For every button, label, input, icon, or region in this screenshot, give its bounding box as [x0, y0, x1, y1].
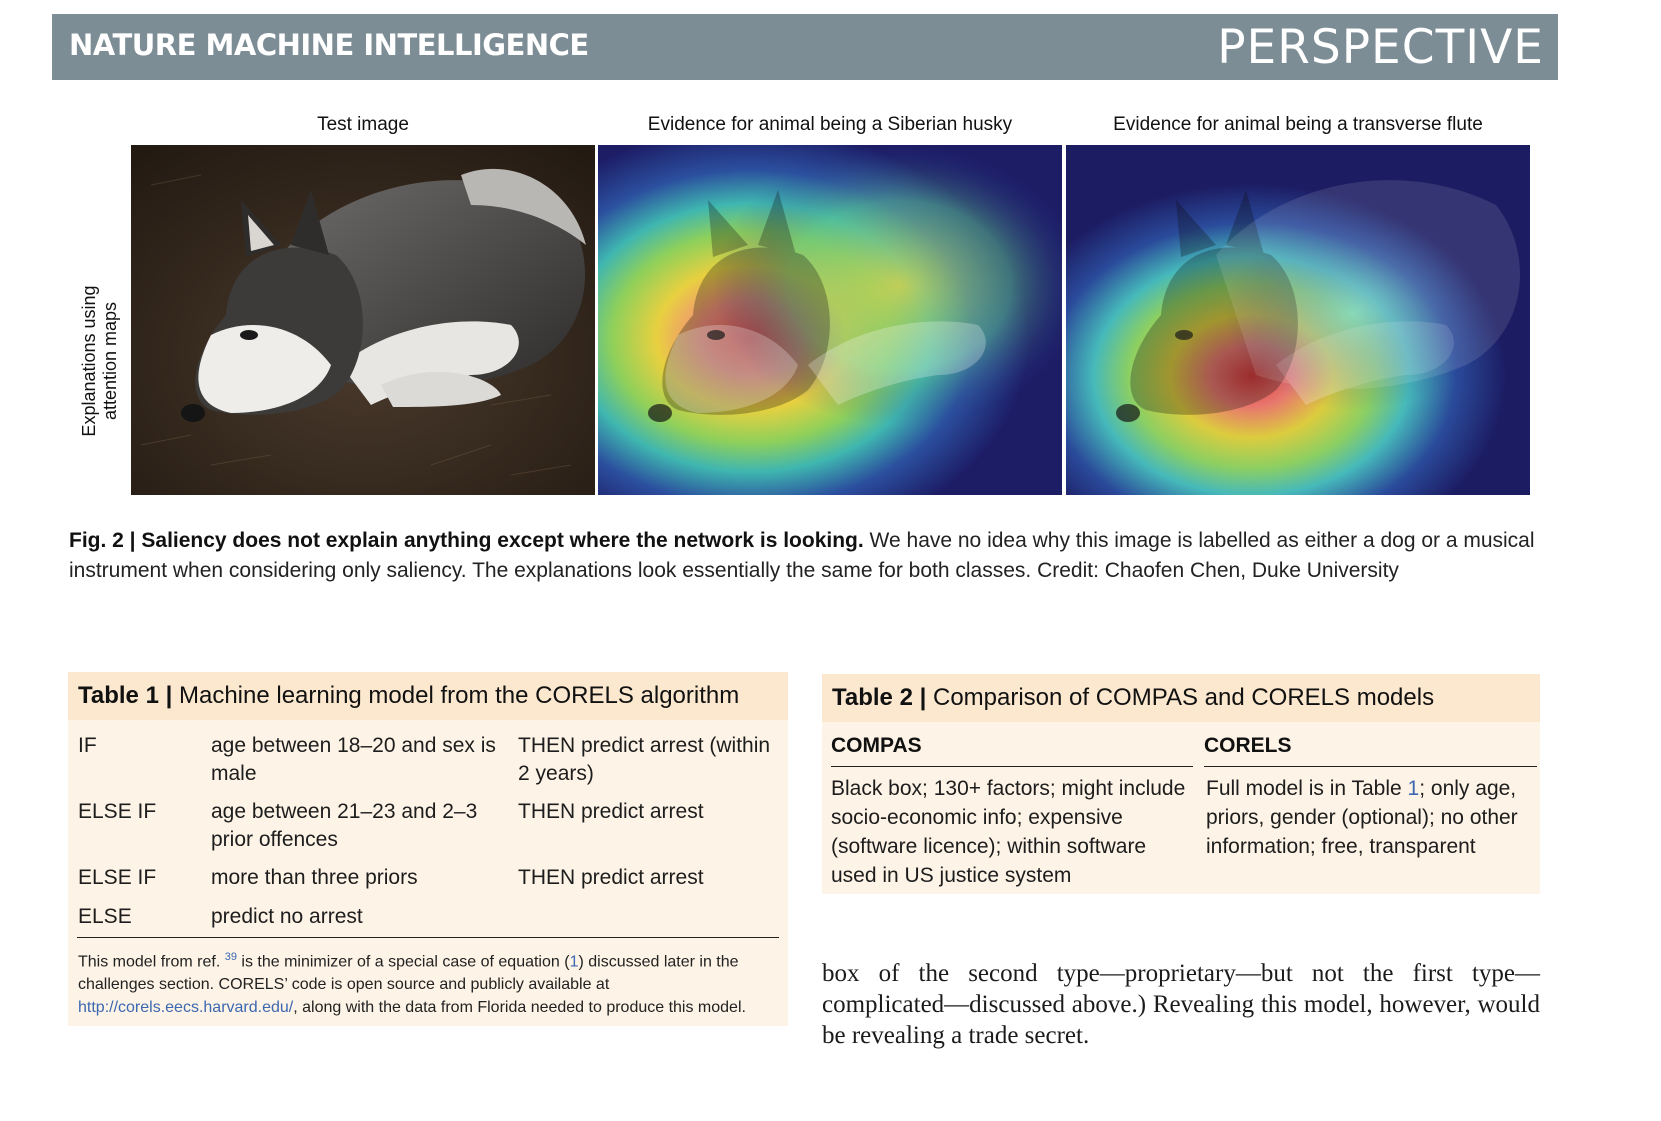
table-1-row-3-rule: more than three priors: [211, 866, 418, 889]
table-1-row-3-outcome: THEN predict arrest: [518, 866, 704, 889]
table-1-divider: [77, 937, 779, 938]
equation-link[interactable]: 1: [569, 953, 579, 971]
table-1: Table 1 | Machine learning model from th…: [68, 672, 788, 1026]
table-1-row-2-outcome: THEN predict arrest: [518, 800, 704, 823]
figure-row-label: Explanations using attention maps: [79, 285, 120, 437]
table-2-title: Table 2 | Comparison of COMPAS and COREL…: [822, 674, 1540, 722]
journal-banner: NATURE MACHINE INTELLIGENCE PERSPECTIVE: [52, 14, 1558, 80]
table-1-row-1-condition: IF: [78, 734, 97, 757]
test-image: [131, 145, 595, 495]
table-1-row-4-rule: predict no arrest: [211, 905, 363, 928]
table-1-title: Table 1 | Machine learning model from th…: [68, 672, 788, 720]
table-1-link[interactable]: 1: [1407, 777, 1420, 800]
table-2: Table 2 | Comparison of COMPAS and COREL…: [822, 674, 1540, 894]
table-2-compas-description: Black box; 130+ factors; might include s…: [831, 777, 1186, 887]
table-1-row-1-outcome: THEN predict arrest (within 2 years): [518, 734, 771, 785]
table-1-footnote: This model from ref. 39 is the minimizer…: [78, 951, 746, 1017]
table-1-row-3-condition: ELSE IF: [78, 866, 157, 889]
panel-title-flute: Evidence for animal being a transverse f…: [1113, 114, 1483, 135]
panel-title-test-image: Test image: [317, 114, 409, 135]
table-1-row-2-condition: ELSE IF: [78, 800, 157, 823]
corels-url-link[interactable]: http://corels.eecs.harvard.edu/: [78, 999, 294, 1017]
table-2-corels-description: Full model is in Table 1; only age, prio…: [1206, 777, 1518, 858]
figure-caption-title: Fig. 2 | Saliency does not explain anyth…: [69, 529, 864, 552]
table-2-col-corels-rule: [1204, 766, 1537, 767]
table-2-col-compas-header: COMPAS: [831, 734, 922, 757]
saliency-map-husky: [598, 145, 1062, 495]
section-label: PERSPECTIVE: [1217, 20, 1544, 75]
table-1-row-1-rule: age between 18–20 and sex is male: [211, 734, 496, 785]
table-2-col-compas-rule: [831, 766, 1193, 767]
body-paragraph: box of the second type—proprietary—but n…: [822, 960, 1540, 1049]
figure-caption: Fig. 2 | Saliency does not explain anyth…: [69, 526, 1549, 586]
figure-caption-text: We have no idea why this image is labell…: [69, 529, 1535, 582]
table-1-row-4-condition: ELSE: [78, 905, 132, 928]
table-1-row-2-rule: age between 21–23 and 2–3 prior offences: [211, 800, 478, 851]
panel-title-husky: Evidence for animal being a Siberian hus…: [647, 114, 1013, 135]
journal-name: NATURE MACHINE INTELLIGENCE: [69, 28, 589, 62]
table-2-col-corels-header: CORELS: [1204, 734, 1292, 757]
saliency-map-flute: [1066, 145, 1530, 495]
reference-link[interactable]: 39: [224, 951, 237, 963]
